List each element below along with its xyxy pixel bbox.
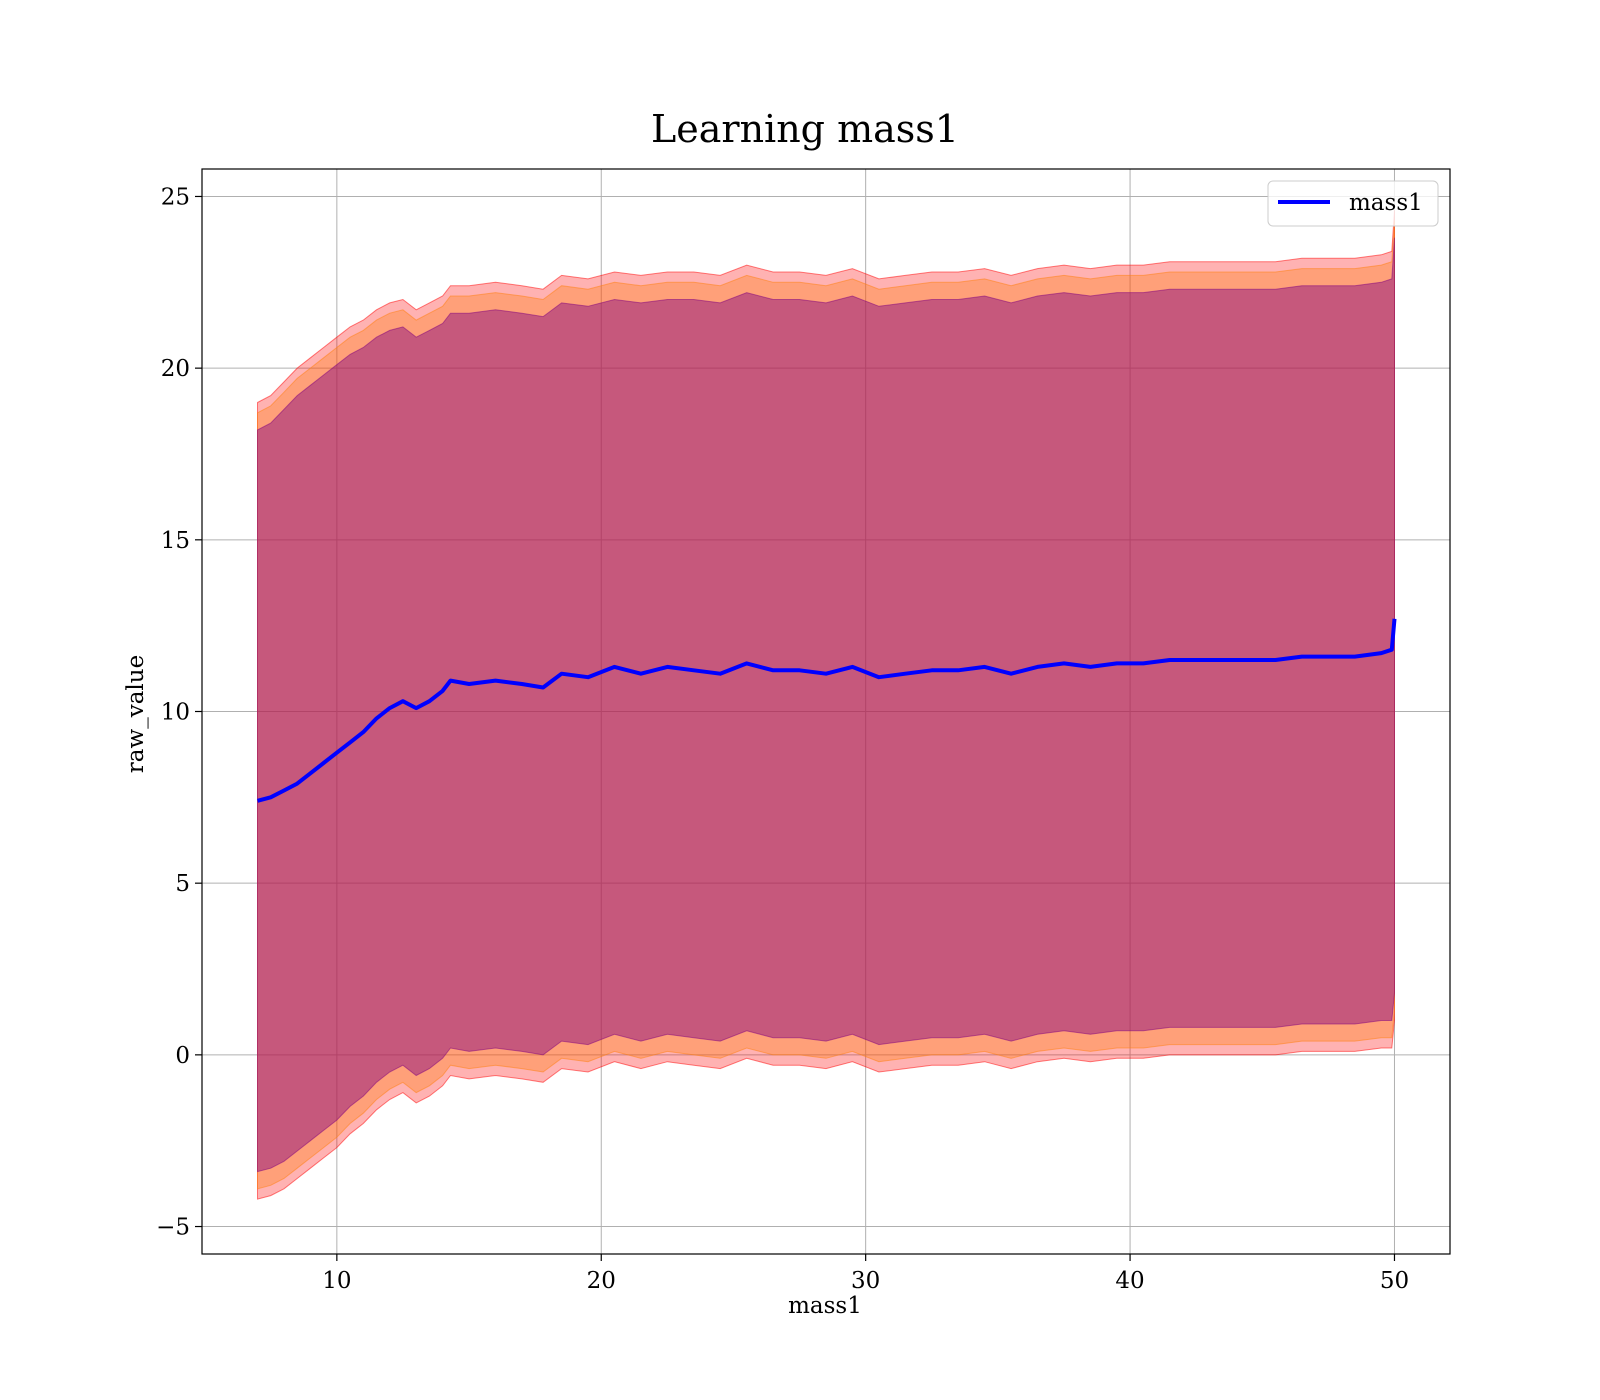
y-tick-label: 20	[161, 356, 190, 382]
confidence-band-1	[257, 220, 1395, 1190]
series-line-mass1	[256, 618, 1397, 803]
confidence-band-2	[257, 237, 1395, 1173]
x-tick-label: 50	[1380, 1268, 1409, 1294]
x-axis-label: mass1	[788, 1293, 862, 1319]
grid	[202, 169, 1450, 1254]
confidence-bands	[257, 210, 1395, 1200]
legend-box	[1267, 180, 1439, 227]
y-tick-label: −5	[156, 1215, 190, 1241]
y-tick-label: 5	[175, 871, 190, 897]
y-axis-label: raw_value	[123, 655, 149, 773]
x-tick-label: 10	[322, 1268, 351, 1294]
y-tick-label: 15	[161, 528, 190, 554]
chart-title: Learning mass1	[651, 107, 959, 151]
x-axis-ticks: 10 20 30 40 50	[322, 1254, 1409, 1294]
series-lines	[256, 618, 1397, 803]
legend-entry-mass1: mass1	[1349, 190, 1423, 216]
x-tick-label: 30	[851, 1268, 880, 1294]
y-tick-label: 10	[161, 700, 190, 726]
y-tick-label: 0	[175, 1043, 190, 1069]
y-axis-ticks: −5 0 5 10 15 20 25	[156, 184, 202, 1241]
plot-area	[201, 168, 1451, 1255]
x-tick-label: 20	[587, 1268, 616, 1294]
confidence-band-0	[257, 210, 1395, 1200]
y-tick-label: 25	[161, 184, 190, 210]
x-tick-label: 40	[1115, 1268, 1144, 1294]
legend: mass1	[1267, 180, 1439, 227]
